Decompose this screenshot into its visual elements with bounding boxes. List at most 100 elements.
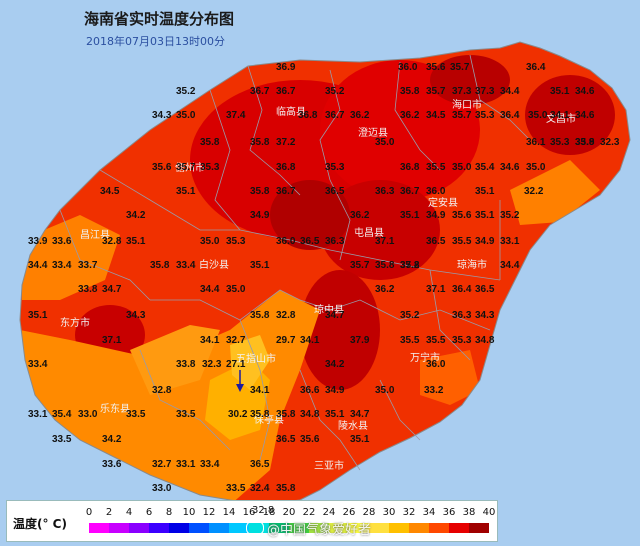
city-label: 澄迈县 (358, 126, 388, 139)
temperature-value: 33.1 (28, 409, 48, 420)
legend-tick: 10 (182, 507, 196, 518)
temperature-value: 36.0 (426, 359, 446, 370)
legend-swatch (429, 523, 449, 533)
temperature-value: 36.8 (298, 110, 318, 121)
temperature-value: 35.5 (426, 335, 446, 346)
legend-swatch (369, 523, 389, 533)
temperature-value: 34.4 (500, 86, 520, 97)
temperature-value: 36.1 (526, 137, 546, 148)
temperature-value: 34.4 (200, 284, 220, 295)
county-boundaries (59, 54, 531, 471)
temperature-value: 36.5 (276, 434, 296, 445)
temperature-value: 33.4 (52, 260, 72, 271)
temperature-value: 33.4 (176, 260, 196, 271)
legend-swatch (389, 523, 409, 533)
temperature-value: 37.3 (452, 86, 472, 97)
temperature-value: 35.4 (52, 409, 72, 420)
temperature-value: 29.7 (276, 335, 296, 346)
temperature-value: 36.5 (475, 284, 495, 295)
legend-swatch (229, 523, 249, 533)
temperature-value: 34.7 (102, 284, 122, 295)
temperature-value: 33.7 (78, 260, 98, 271)
temperature-value: 34.5 (100, 186, 120, 197)
temperature-value: 36.2 (400, 110, 420, 121)
city-label: 文昌市 (546, 112, 576, 125)
temperature-value: 35.1 (475, 210, 495, 221)
temperature-value: 35.6 (152, 162, 172, 173)
temperature-value: 34.4 (28, 260, 48, 271)
temperature-value: 36.2 (350, 210, 370, 221)
temperature-value: 34.3 (152, 110, 172, 121)
temperature-value: 34.6 (575, 110, 595, 121)
watermark-text: @中国气象爱好者 (267, 523, 372, 538)
temperature-value: 35.8 (200, 137, 220, 148)
legend-swatch (329, 523, 349, 533)
map-title: 海南省实时温度分布图 (84, 10, 235, 28)
legend-swatch (169, 523, 189, 533)
temperature-value: 35.8 (276, 409, 296, 420)
legend-swatch (209, 523, 229, 533)
temperature-value: 35.2 (500, 210, 520, 221)
temperature-value: 35.8 (575, 137, 595, 148)
legend-swatch (269, 523, 289, 533)
temperature-value: 35.2 (400, 310, 420, 321)
temperature-value: 35.6 (300, 434, 320, 445)
temperature-value: 36.5 (325, 186, 345, 197)
legend-title: 温度(° C) (13, 517, 67, 531)
temperature-value: 35.1 (550, 86, 570, 97)
temperature-value: 36.3 (452, 310, 472, 321)
temperature-value: 37.2 (400, 260, 420, 271)
temperature-value: 35.7 (450, 62, 470, 73)
legend-swatch (149, 523, 169, 533)
temperature-value: 33.5 (176, 409, 196, 420)
legend-tick: 18 (262, 507, 276, 518)
temperature-value: 36.6 (300, 385, 320, 396)
temperature-value: 34.1 (250, 385, 270, 396)
legend-tick: 20 (282, 507, 296, 518)
temperature-value: 34.9 (475, 236, 495, 247)
temperature-value: 35.3 (475, 110, 495, 121)
temperature-value: 37.3 (475, 86, 495, 97)
legend-tick: 30 (382, 507, 396, 518)
temperature-value: 33.9 (28, 236, 48, 247)
temperature-value: 35.7 (176, 162, 196, 173)
legend-swatch (129, 523, 149, 533)
city-label: 临高县 (276, 105, 306, 118)
temperature-value: 35.0 (226, 284, 246, 295)
temperature-value: 32.7 (152, 459, 172, 470)
temperature-value: 35.0 (375, 137, 395, 148)
temperature-value: 33.8 (176, 359, 196, 370)
legend-swatch (349, 523, 369, 533)
city-label: 乐东县 (100, 402, 130, 415)
temperature-value: 37.1 (102, 335, 122, 346)
temperature-value: 36.0 (426, 186, 446, 197)
legend-swatch (109, 523, 129, 533)
temperature-value: 35.1 (126, 236, 146, 247)
legend-tick: 8 (165, 507, 173, 518)
temperature-value: 33.6 (102, 459, 122, 470)
temperature-value: 36.8 (276, 162, 296, 173)
city-label: 陵水县 (338, 420, 368, 432)
temperature-value: 33.5 (52, 434, 72, 445)
temperature-value: 33.1 (500, 236, 520, 247)
legend-tick: 22 (302, 507, 316, 518)
temperature-value: 33.4 (200, 459, 220, 470)
legend-swatch (309, 523, 329, 533)
legend-tick: 28 (362, 507, 376, 518)
temperature-value: 36.4 (526, 62, 546, 73)
temperature-value: 36.3 (375, 186, 395, 197)
legend-color-bar (89, 523, 489, 533)
legend-tick: 24 (322, 507, 336, 518)
temperature-value: 27.1 (226, 359, 246, 370)
temperature-value: 32.7 (226, 335, 246, 346)
station-arrow (236, 370, 244, 392)
legend-swatch (409, 523, 429, 533)
color-legend: 温度(° C) 0 2 4 6 8 10 12 14 16 18 20 22 24 26 28 30 32 34 3… (6, 500, 498, 542)
temperature-value: 34.1 (200, 335, 220, 346)
temperature-value: 35.3 (226, 236, 246, 247)
temperature-value: 34.1 (550, 110, 570, 121)
city-label: 万宁市 (410, 351, 440, 364)
temperature-value: 35.1 (350, 434, 370, 445)
temperature-value: 35.3 (550, 137, 570, 148)
